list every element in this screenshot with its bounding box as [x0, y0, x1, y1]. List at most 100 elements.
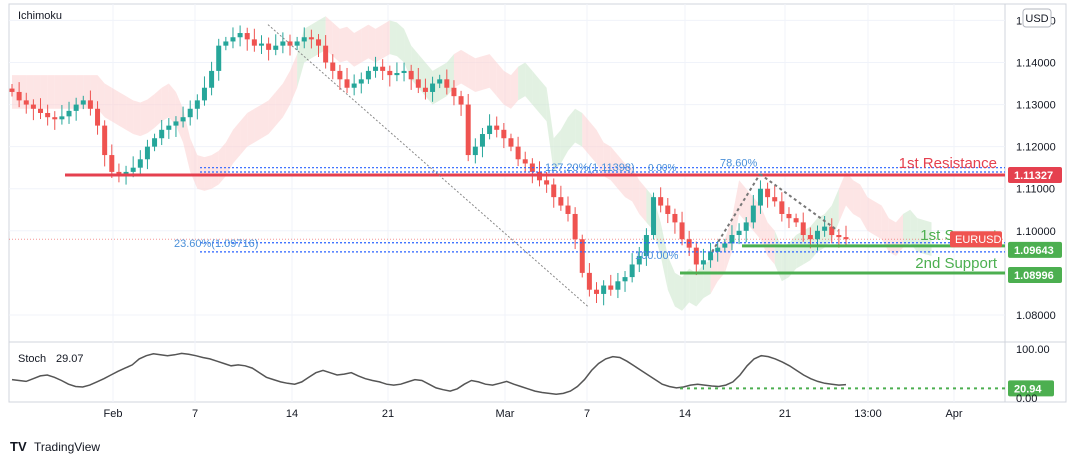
candle-body: [216, 45, 222, 71]
candle-body: [558, 197, 564, 206]
cloud-segment: [282, 70, 290, 118]
cloud-segment: [183, 108, 191, 172]
cloud-segment: [489, 54, 497, 97]
cloud-segment: [118, 91, 127, 130]
cloud-segment: [161, 83, 169, 122]
stoch-value: 29.07: [56, 353, 84, 365]
cloud-segment: [724, 218, 732, 273]
candle-body: [437, 79, 443, 84]
candle-body: [501, 129, 507, 139]
candle-body: [173, 121, 179, 126]
candle-body: [144, 146, 150, 160]
cloud-segment: [26, 75, 34, 109]
cloud-segment: [261, 100, 269, 139]
candle-body: [750, 205, 756, 223]
cloud-segment: [339, 26, 348, 63]
ichimoku-cloud: [12, 16, 932, 311]
candle-body: [9, 88, 15, 92]
candle-body: [87, 100, 93, 109]
candle-body: [23, 100, 29, 105]
candle-body: [159, 129, 165, 139]
cloud-segment: [311, 20, 319, 59]
cloud-segment: [133, 100, 141, 137]
cloud-segment: [703, 260, 711, 299]
cloud-segment: [553, 129, 561, 172]
trend-line-down-2: [759, 173, 839, 232]
cloud-segment: [496, 62, 504, 105]
cloud-segment: [368, 24, 376, 63]
cloud-segment: [874, 201, 882, 240]
candle-body: [772, 197, 778, 202]
cloud-segment: [232, 121, 241, 164]
cloud-segment: [140, 99, 148, 137]
cloud-segment: [867, 197, 875, 236]
candle-body: [337, 70, 343, 80]
cloud-segment: [33, 75, 41, 109]
cloud-segment: [518, 62, 526, 101]
cloud-segment: [225, 129, 233, 177]
stoch-badge-bg: [1008, 380, 1054, 397]
candle-body: [579, 239, 585, 273]
cloud-segment: [126, 96, 134, 135]
support-2-badge: 1.08996: [1014, 270, 1054, 282]
y-tick-label: 1.12000: [1016, 142, 1056, 154]
candle-body: [586, 272, 592, 290]
candle-body: [472, 146, 478, 156]
candle-body: [209, 70, 215, 88]
cloud-segment: [739, 180, 747, 223]
candle-body: [244, 33, 250, 40]
y-tick-label: 1.11000: [1016, 184, 1055, 196]
cloud-segment: [575, 108, 583, 147]
symbol-badge: EURUSD: [955, 234, 1002, 246]
fib-786-label: 78.60%: [720, 158, 758, 170]
cloud-segment: [731, 180, 740, 252]
stoch-group: 20.94: [11, 352, 1054, 397]
candle-body: [836, 235, 842, 238]
cloud-segment: [881, 205, 889, 252]
x-tick-label: 7: [192, 408, 198, 420]
cloud-segment: [667, 256, 675, 307]
stoch-threshold-badge: 20.94: [1014, 383, 1042, 395]
cloud-segment: [83, 75, 91, 109]
candle-body: [729, 235, 735, 244]
candle-body: [665, 205, 671, 214]
cloud-segment: [404, 28, 412, 80]
symbol-badge-bg: [950, 231, 1002, 248]
cloud-segment: [104, 83, 112, 122]
cloud-segment: [888, 218, 896, 257]
candle-body: [294, 41, 300, 46]
candle-body: [365, 70, 371, 80]
candle-body: [451, 87, 457, 97]
candle-body: [544, 180, 550, 185]
cloud-segment: [838, 171, 846, 223]
cloud-segment: [197, 155, 205, 191]
candle-body: [258, 43, 264, 46]
cloud-segment: [546, 87, 554, 172]
cloud-segment: [297, 28, 305, 88]
currency-button[interactable]: [1022, 8, 1052, 28]
candle-body: [622, 277, 628, 282]
cloud-segment: [767, 222, 775, 265]
cloud-segment: [90, 75, 98, 109]
cloud-segment: [190, 138, 198, 189]
candle-body: [80, 100, 86, 105]
candle-body: [722, 243, 728, 248]
candle-body: [280, 41, 286, 46]
support-2-label: 2nd Support: [915, 255, 998, 272]
candle-body: [444, 79, 450, 88]
cloud-segment: [781, 243, 789, 282]
candle-body: [651, 197, 657, 236]
y-tick-label: 1.14000: [1016, 57, 1056, 69]
candle-body: [572, 213, 578, 240]
candle-body: [373, 66, 379, 71]
candle-body: [394, 73, 400, 76]
candle-body: [273, 45, 279, 50]
brand-text[interactable]: TradingView: [34, 440, 100, 454]
candle-body: [636, 256, 642, 265]
indicator-label: Ichimoku: [18, 10, 62, 22]
cloud-segment: [682, 268, 690, 311]
candle-body: [658, 197, 664, 206]
candles-group: [9, 25, 1005, 306]
candle-body: [765, 188, 771, 198]
